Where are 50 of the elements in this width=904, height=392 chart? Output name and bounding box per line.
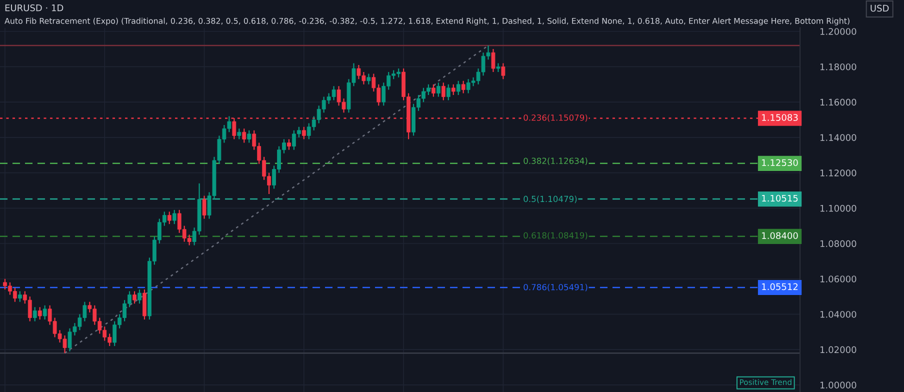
candlestick [431, 84, 436, 98]
candlestick [436, 82, 440, 98]
annotation: 0.786(1.05491) [524, 284, 588, 292]
candlestick [446, 84, 450, 101]
candlestick [18, 290, 22, 302]
y-tick-label: 1.02000 [820, 346, 856, 354]
ref-line-label: 1.08400 [762, 232, 798, 240]
candlestick [366, 73, 371, 85]
y-tick-label: 1.12000 [820, 170, 856, 176]
candlestick [42, 304, 47, 320]
annotation: 0.5(1.10479) [524, 196, 577, 204]
y-tick-label: 1.18000 [820, 63, 856, 70]
candlestick [138, 288, 142, 304]
candlestick [247, 130, 252, 144]
ref-line-label: 1.10515 [762, 194, 798, 202]
annotation: 0.382(1.12634) [524, 158, 588, 165]
candlestick [501, 62, 506, 80]
candlestick [441, 82, 446, 101]
y-tick-label: 1.20000 [820, 28, 856, 35]
y-tick-label: 1.00000 [820, 382, 856, 388]
y-tick-label: 1.04000 [820, 310, 856, 318]
ref-line-label: 1.05512 [762, 283, 798, 290]
ref-line-label: 1.15083 [762, 114, 798, 121]
candlestick [237, 128, 242, 140]
candlestick [496, 62, 500, 73]
candlestick [202, 195, 206, 220]
ref-line-label: 1.12530 [762, 159, 798, 166]
chart-title: EURUSD · 1D [5, 4, 64, 12]
candlestick [287, 138, 291, 150]
annotation: 0.236(1.15079) [524, 114, 588, 122]
candlestick [32, 306, 37, 322]
candlestick [456, 80, 460, 96]
candlestick [142, 288, 146, 320]
line-series [64, 44, 489, 354]
candlestick [172, 209, 176, 225]
candlestick [167, 211, 172, 225]
candlestick [38, 306, 42, 320]
y-tick-label: 1.10000 [820, 204, 856, 212]
annotation: 0.618(1.08419) [524, 232, 588, 240]
y-tick-label: 1.06000 [820, 276, 856, 282]
candlestick [132, 290, 136, 304]
candlestick [461, 80, 466, 94]
text: USD [870, 4, 889, 12]
candlestick [451, 84, 456, 96]
candlestick [242, 128, 246, 144]
y-tick-label: 1.08000 [820, 240, 856, 248]
y-tick-label: 1.16000 [820, 98, 856, 106]
y-tick-label: 1.14000 [820, 134, 856, 141]
candlestick [491, 48, 496, 73]
candlestick [302, 126, 306, 140]
